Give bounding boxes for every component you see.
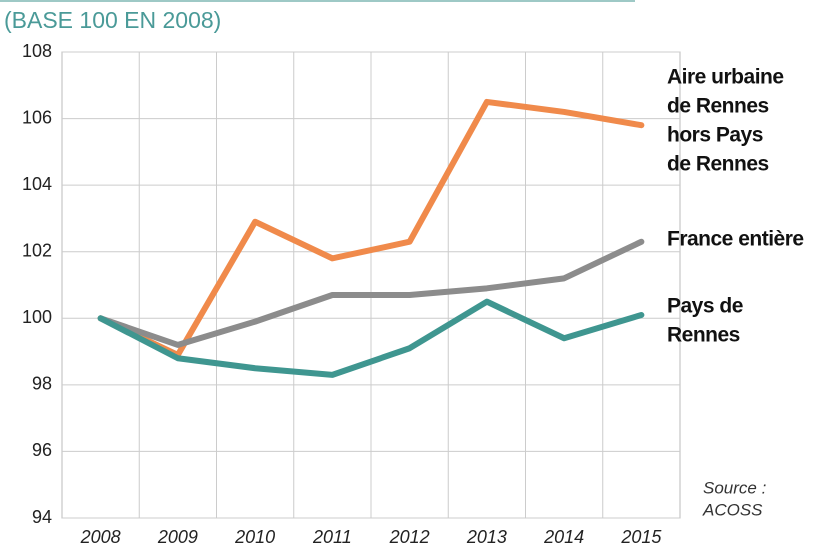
x-tick-label: 2014 [543, 527, 584, 547]
legend-label: hors Pays [667, 124, 763, 147]
y-tick-label: 106 [22, 107, 52, 127]
y-tick-label: 96 [32, 440, 52, 460]
source: ACOSS [702, 500, 763, 519]
x-tick-label: 2013 [466, 527, 507, 547]
y-tick-label: 102 [22, 240, 52, 260]
legend-label: France entière [667, 228, 804, 251]
y-tick-label: 104 [22, 174, 52, 194]
y-tick-label: 98 [32, 374, 52, 394]
x-tick-label: 2010 [234, 527, 275, 547]
x-tick-label: 2012 [389, 527, 430, 547]
series-line [97, 298, 645, 378]
legend-label: de Rennes [667, 95, 769, 118]
x-tick-label: 2011 [312, 527, 352, 547]
x-tick-label: 2009 [157, 527, 198, 547]
y-tick-label: 108 [22, 41, 52, 61]
legend-label: Pays de [667, 295, 743, 318]
legend-label: de Rennes [667, 153, 769, 176]
x-tick-label: 2008 [80, 527, 121, 547]
y-tick-label: 94 [32, 507, 52, 527]
series-line [97, 98, 645, 358]
x-tick-label: 2015 [620, 527, 662, 547]
legend-label: Aire urbaine [667, 66, 784, 89]
chart-title: (BASE 100 EN 2008) [4, 7, 221, 33]
source: Source : [703, 478, 767, 497]
legend-label: Rennes [667, 324, 740, 347]
y-tick-label: 100 [22, 307, 52, 327]
series-line [97, 238, 645, 348]
